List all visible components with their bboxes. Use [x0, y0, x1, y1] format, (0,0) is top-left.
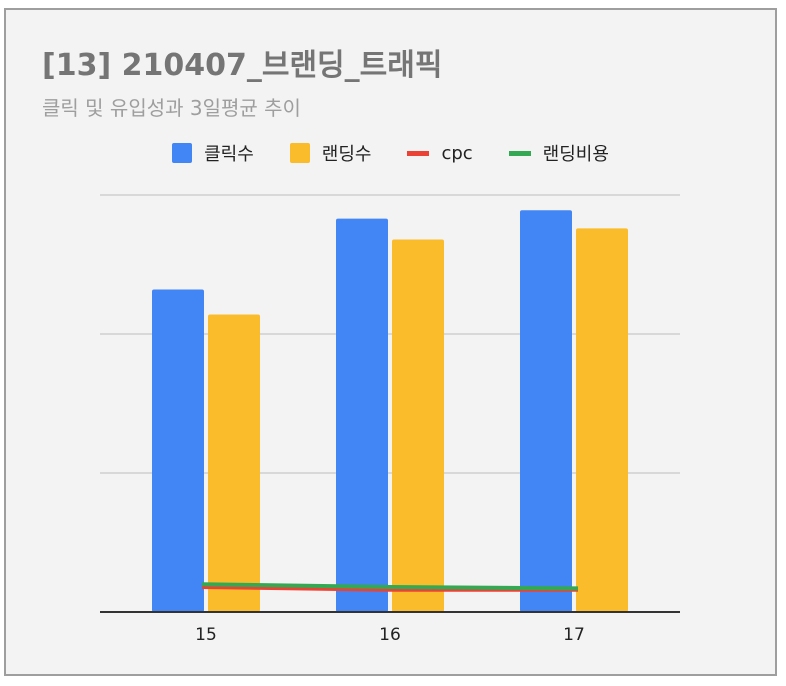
legend-swatch-landing-cost — [508, 150, 531, 156]
legend-swatch-clicks — [172, 143, 193, 163]
legend-item-landings[interactable]: 랜딩수 — [289, 140, 372, 166]
legend-label-landings: 랜딩수 — [321, 144, 372, 165]
bar-clicks — [152, 289, 204, 612]
x-tick-label: 16 — [379, 625, 401, 645]
legend-item-cpc[interactable]: cpc — [407, 140, 473, 166]
plot-area: 15 16 17 — [100, 194, 680, 645]
line-landing-cost — [201, 582, 579, 591]
bar-landings — [392, 239, 444, 613]
chart-card: [13] 210407_브랜딩_트래픽 클릭 및 유입성과 3일평균 추이 클릭… — [4, 8, 777, 676]
chart-subtitle: 클릭 및 유입성과 3일평균 추이 — [42, 96, 301, 120]
bar-landings — [576, 228, 628, 613]
x-tick-label: 17 — [563, 625, 585, 645]
legend-label-clicks: 클릭수 — [204, 144, 254, 165]
bar-clicks — [336, 218, 388, 612]
legend-item-clicks[interactable]: 클릭수 — [172, 140, 254, 166]
bar-landings — [208, 314, 260, 612]
legend-swatch-cpc — [407, 150, 430, 156]
legend-item-landing-cost[interactable]: 랜딩비용 — [508, 140, 609, 166]
chart-legend: 클릭수 랜딩수 cpc 랜딩비용 — [6, 140, 775, 166]
x-tick-label: 15 — [195, 625, 217, 645]
legend-label-cpc: cpc — [441, 142, 473, 164]
chart-title: [13] 210407_브랜딩_트래픽 — [42, 48, 443, 83]
legend-swatch-landings — [289, 143, 310, 163]
bar-clicks — [520, 210, 572, 613]
legend-label-landing-cost: 랜딩비용 — [542, 144, 609, 165]
